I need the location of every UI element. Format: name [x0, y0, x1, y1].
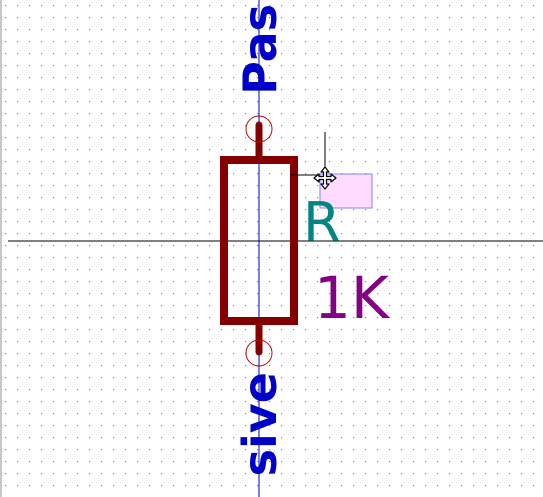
pin-bottom-marker[interactable] [245, 339, 273, 367]
value-label[interactable]: 1K [314, 264, 391, 332]
resistor-body[interactable] [220, 156, 298, 325]
pin-bottom-label: sive [233, 372, 287, 476]
reference-label[interactable]: R [303, 191, 341, 254]
move-cursor-icon [313, 166, 337, 190]
cursor-highlight-box [319, 173, 373, 209]
pin-top-label: Pas [233, 4, 287, 95]
pin-top-marker[interactable] [245, 115, 273, 143]
